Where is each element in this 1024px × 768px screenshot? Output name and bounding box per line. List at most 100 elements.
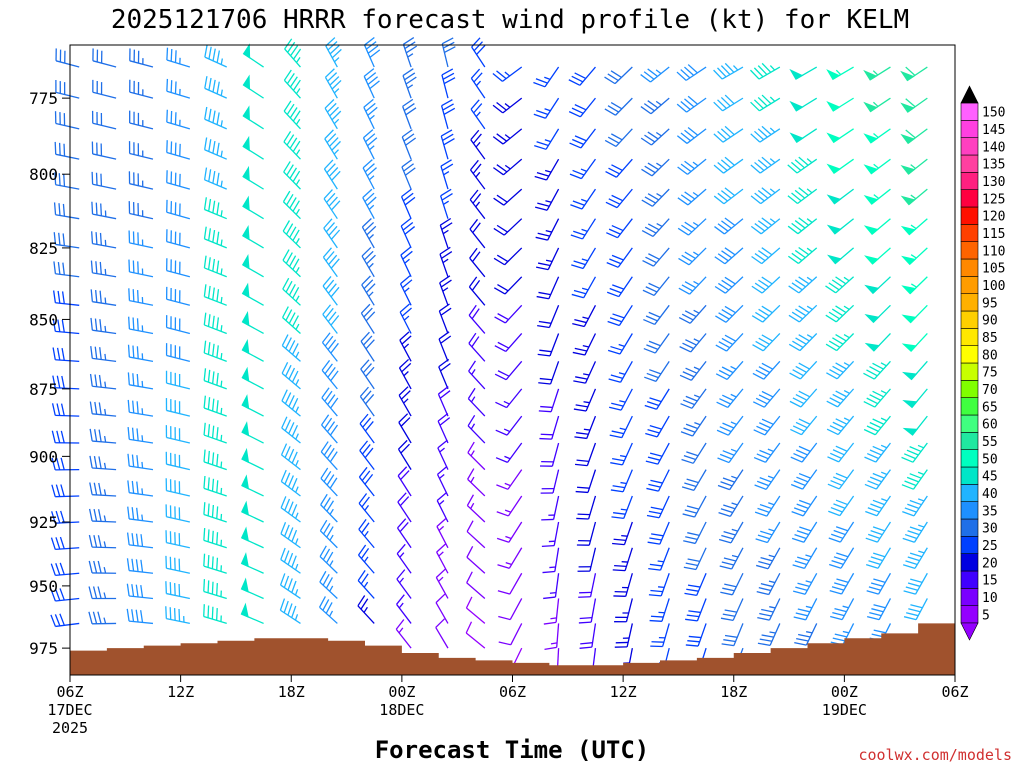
colorbar-label: 5 [982, 608, 990, 623]
wind-barb [902, 547, 928, 569]
wind-barb [828, 495, 855, 517]
colorbar-swatch [960, 172, 979, 190]
wind-barb [492, 97, 523, 114]
colorbar-swatch [960, 449, 979, 468]
wind-barb [437, 412, 451, 444]
wind-barb [568, 97, 596, 118]
wind-barb [493, 276, 523, 295]
wind-barb [714, 276, 744, 294]
wind-barb [53, 202, 80, 220]
x-tick-label: 06Z [56, 683, 83, 701]
wind-barb [166, 109, 191, 130]
wind-barb [91, 110, 117, 130]
wind-barb [536, 276, 560, 300]
wind-barb [439, 246, 453, 277]
wind-barb [281, 306, 301, 334]
wind-barb [52, 375, 80, 390]
wind-barb [53, 261, 80, 278]
wind-barb [166, 258, 191, 278]
colorbar-label: 90 [982, 314, 998, 329]
wind-barb [467, 387, 486, 417]
wind-barb [496, 521, 523, 543]
wind-barb [750, 217, 781, 235]
wind-barb [828, 521, 855, 543]
wind-barb [400, 246, 413, 278]
wind-barb [242, 105, 264, 130]
wind-barb [495, 388, 523, 409]
wind-barb [643, 304, 670, 326]
wind-barb [721, 623, 744, 647]
wind-barb [280, 547, 301, 574]
wind-barb [863, 188, 891, 205]
wind-barb [571, 247, 597, 270]
wind-barb [756, 572, 781, 596]
colorbar-label: 130 [982, 175, 1005, 190]
wind-barb [650, 623, 670, 648]
wind-barb [577, 547, 597, 572]
wind-barb [863, 388, 891, 408]
wind-barb [754, 495, 781, 517]
wind-barb [716, 388, 744, 409]
wind-barb [538, 388, 560, 413]
colorbar-swatch [960, 102, 979, 121]
wind-barb [641, 218, 670, 237]
wind-barb [605, 188, 633, 209]
colorbar-swatch [960, 414, 979, 433]
wind-barb [540, 469, 560, 494]
wind-barb [165, 398, 190, 417]
wind-barb [440, 159, 454, 190]
wind-barb [682, 495, 707, 518]
wind-barb [649, 598, 670, 622]
wind-barb [901, 247, 928, 266]
colorbar-swatch [960, 466, 979, 485]
wind-barb [440, 188, 453, 219]
y-tick-label: 900 [29, 447, 58, 466]
wind-barb [89, 373, 117, 390]
wind-barb [322, 276, 340, 306]
wind-barb [397, 466, 412, 497]
wind-barb [606, 218, 633, 239]
wind-barb [127, 453, 154, 471]
wind-barb [678, 247, 707, 266]
wind-barb [681, 469, 707, 491]
colorbar-swatch [960, 154, 979, 173]
wind-barb [640, 66, 670, 83]
colorbar-label: 110 [982, 244, 1005, 259]
wind-barb [469, 189, 486, 220]
wind-barb [573, 361, 597, 384]
wind-barb [165, 370, 191, 390]
wind-barb [126, 583, 154, 600]
wind-barb [92, 79, 117, 99]
wind-barb [128, 141, 154, 160]
wind-barb [826, 66, 854, 81]
wind-barb [713, 187, 744, 205]
wind-barb [681, 442, 707, 464]
wind-barb [755, 521, 781, 544]
wind-barb [88, 560, 117, 574]
wind-barb [900, 97, 928, 113]
wind-barb [570, 218, 597, 240]
wind-barb [787, 187, 818, 205]
wind-barb [402, 68, 417, 99]
wind-barb [537, 333, 560, 357]
wind-barb [572, 304, 597, 328]
wind-barb [165, 478, 190, 497]
wind-barb [281, 389, 301, 417]
wind-barb [901, 304, 928, 324]
wind-barb [902, 521, 928, 543]
wind-barb [324, 129, 341, 160]
wind-barb [55, 48, 80, 68]
credit-link[interactable]: coolwx.com/models [858, 746, 1012, 764]
wind-barb [827, 469, 855, 490]
colorbar-label: 100 [982, 279, 1005, 294]
wind-barb [720, 598, 744, 622]
wind-barb [544, 623, 560, 651]
wind-barb [240, 526, 264, 549]
colorbar-swatch [960, 224, 979, 242]
wind-barb [128, 259, 154, 278]
wind-barb [792, 572, 818, 595]
wind-barb [825, 276, 855, 294]
wind-barb [203, 502, 227, 523]
wind-barb [541, 495, 560, 521]
wind-barb [319, 570, 338, 599]
